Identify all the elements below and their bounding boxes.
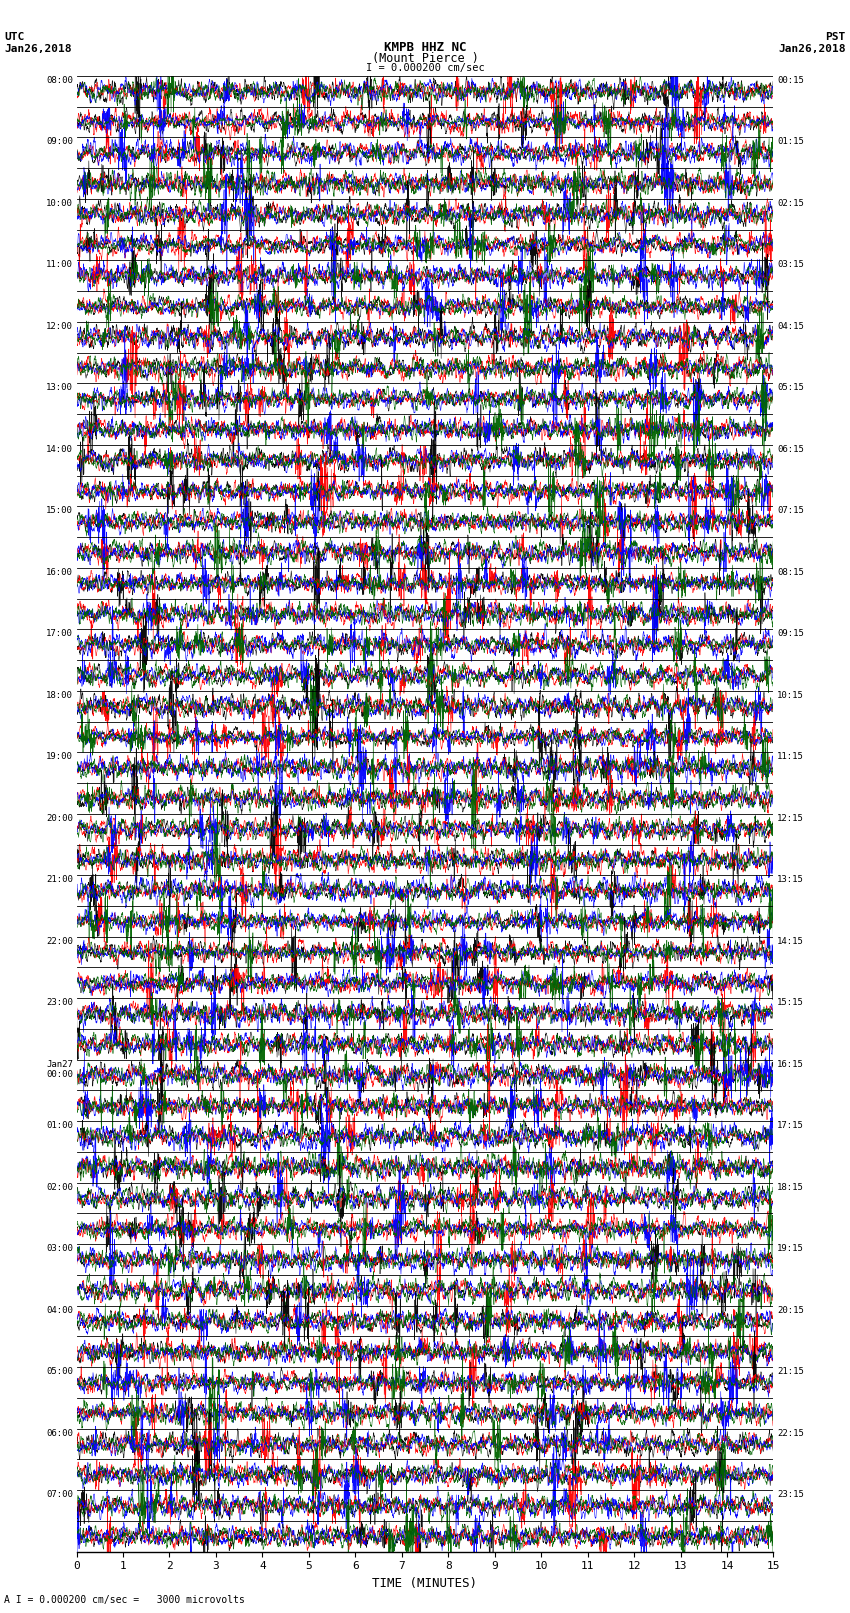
Text: 13:15: 13:15 (777, 876, 804, 884)
Text: A I = 0.000200 cm/sec =   3000 microvolts: A I = 0.000200 cm/sec = 3000 microvolts (4, 1595, 245, 1605)
Text: 09:15: 09:15 (777, 629, 804, 639)
Text: 03:15: 03:15 (777, 260, 804, 269)
Text: 11:15: 11:15 (777, 752, 804, 761)
Text: KMPB HHZ NC: KMPB HHZ NC (383, 40, 467, 53)
Text: 19:15: 19:15 (777, 1244, 804, 1253)
Text: 05:15: 05:15 (777, 384, 804, 392)
Text: 16:00: 16:00 (46, 568, 73, 577)
Text: 11:00: 11:00 (46, 260, 73, 269)
Text: 15:00: 15:00 (46, 506, 73, 515)
Text: 12:00: 12:00 (46, 321, 73, 331)
Text: 09:00: 09:00 (46, 137, 73, 147)
Text: Jan26,2018: Jan26,2018 (4, 44, 71, 53)
Text: 16:15: 16:15 (777, 1060, 804, 1069)
Text: 14:15: 14:15 (777, 937, 804, 945)
X-axis label: TIME (MINUTES): TIME (MINUTES) (372, 1578, 478, 1590)
Text: 14:00: 14:00 (46, 445, 73, 453)
Text: 20:00: 20:00 (46, 815, 73, 823)
Text: 10:15: 10:15 (777, 690, 804, 700)
Text: 02:15: 02:15 (777, 198, 804, 208)
Text: 18:00: 18:00 (46, 690, 73, 700)
Text: 23:15: 23:15 (777, 1490, 804, 1498)
Text: 07:15: 07:15 (777, 506, 804, 515)
Text: 12:15: 12:15 (777, 815, 804, 823)
Text: 01:15: 01:15 (777, 137, 804, 147)
Text: 01:00: 01:00 (46, 1121, 73, 1131)
Text: Jan27
00:00: Jan27 00:00 (46, 1060, 73, 1079)
Text: I = 0.000200 cm/sec: I = 0.000200 cm/sec (366, 63, 484, 73)
Text: 06:00: 06:00 (46, 1429, 73, 1437)
Text: 21:15: 21:15 (777, 1368, 804, 1376)
Text: 17:00: 17:00 (46, 629, 73, 639)
Text: UTC: UTC (4, 32, 25, 42)
Text: 18:15: 18:15 (777, 1182, 804, 1192)
Text: 22:15: 22:15 (777, 1429, 804, 1437)
Text: 08:00: 08:00 (46, 76, 73, 85)
Text: 02:00: 02:00 (46, 1182, 73, 1192)
Text: 22:00: 22:00 (46, 937, 73, 945)
Text: 03:00: 03:00 (46, 1244, 73, 1253)
Text: 04:00: 04:00 (46, 1307, 73, 1315)
Text: 21:00: 21:00 (46, 876, 73, 884)
Text: 08:15: 08:15 (777, 568, 804, 577)
Text: 05:00: 05:00 (46, 1368, 73, 1376)
Text: Jan26,2018: Jan26,2018 (779, 44, 846, 53)
Text: (Mount Pierce ): (Mount Pierce ) (371, 52, 479, 65)
Text: 13:00: 13:00 (46, 384, 73, 392)
Text: PST: PST (825, 32, 846, 42)
Text: 00:15: 00:15 (777, 76, 804, 85)
Text: 23:00: 23:00 (46, 998, 73, 1007)
Text: 10:00: 10:00 (46, 198, 73, 208)
Text: 17:15: 17:15 (777, 1121, 804, 1131)
Text: 20:15: 20:15 (777, 1307, 804, 1315)
Text: 19:00: 19:00 (46, 752, 73, 761)
Text: 15:15: 15:15 (777, 998, 804, 1007)
Text: 07:00: 07:00 (46, 1490, 73, 1498)
Text: 06:15: 06:15 (777, 445, 804, 453)
Text: 04:15: 04:15 (777, 321, 804, 331)
